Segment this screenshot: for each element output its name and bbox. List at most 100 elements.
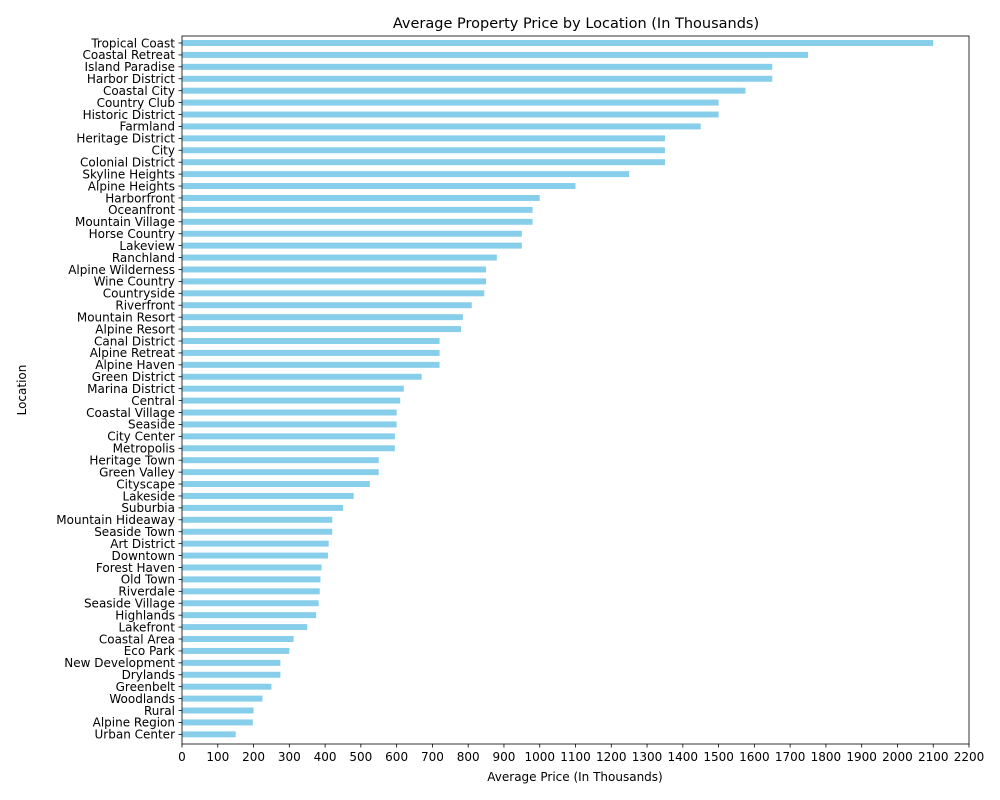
bar-cityscape: [182, 481, 370, 488]
y-tick-label: Metropolis: [113, 442, 175, 456]
y-tick-label: Ranchland: [112, 251, 175, 265]
y-tick-label: Heritage Town: [89, 454, 175, 468]
bar-canal-district: [182, 338, 440, 344]
plot-frame: [181, 35, 970, 745]
x-tick-label: 400: [314, 750, 337, 764]
y-tick-label: Woodlands: [109, 692, 175, 706]
y-tick-label: Heritage District: [76, 132, 175, 146]
bar-lakeview: [182, 242, 522, 249]
y-tick-label: Tropical Coast: [90, 36, 175, 50]
bar-seaside-village: [182, 600, 319, 607]
y-tick-label: Mountain Resort: [77, 310, 175, 324]
x-tick-label: 1000: [524, 750, 555, 764]
y-tick-label: Historic District: [83, 108, 176, 122]
bar-city-center: [182, 433, 395, 440]
y-tick-label: Riverdale: [118, 585, 175, 599]
bar-woodlands: [182, 695, 263, 702]
x-tick-label: 0: [178, 750, 186, 764]
y-tick-label: Alpine Region: [93, 716, 175, 730]
bar-new-development: [182, 659, 281, 666]
bar-greenbelt: [182, 683, 272, 690]
bar-farmland: [182, 123, 701, 130]
bar-alpine-retreat: [182, 349, 440, 356]
y-tick-label: Country Club: [97, 96, 175, 110]
y-tick-label: Suburbia: [121, 501, 175, 515]
bar-suburbia: [182, 504, 343, 511]
y-tick-label: New Development: [64, 656, 175, 670]
bar-alpine-haven: [182, 361, 440, 368]
y-tick-label: Mountain Hideaway: [56, 513, 175, 527]
y-tick-label: Green Valley: [99, 465, 175, 479]
y-tick-label: Farmland: [120, 120, 175, 134]
y-tick-label: Alpine Wilderness: [68, 263, 175, 277]
bar-harbor-district: [182, 75, 773, 82]
bar-drylands: [182, 671, 281, 678]
bar-harborfront: [182, 194, 540, 201]
bar-heritage-district: [182, 135, 665, 142]
y-tick-label: Cityscape: [116, 477, 175, 491]
y-tick-label: Harborfront: [105, 191, 175, 205]
bar-horse-country: [182, 230, 522, 237]
x-tick-label: 1800: [811, 750, 842, 764]
y-tick-label: Lakeview: [119, 239, 175, 253]
y-tick-label: Green District: [92, 370, 176, 384]
x-tick-label: 1200: [596, 750, 627, 764]
x-tick-label: 1700: [775, 750, 806, 764]
y-tick-label: Greenbelt: [116, 680, 176, 694]
x-tick-label: 1900: [846, 750, 877, 764]
y-tick-label: Coastal Retreat: [82, 48, 175, 62]
y-tick-label: Marina District: [87, 382, 175, 396]
chart-title: Average Property Price by Location (In T…: [393, 16, 759, 32]
y-tick-label: Central: [131, 394, 175, 408]
y-tick-label: Wine Country: [94, 275, 175, 289]
bar-seaside-town: [182, 528, 333, 535]
x-tick-label: 800: [457, 750, 480, 764]
bar-country-club: [182, 99, 719, 106]
bar-green-district: [182, 373, 422, 380]
y-tick-label: Old Town: [121, 573, 175, 587]
x-tick-label: 900: [492, 750, 515, 764]
x-axis-ticks: 0 100 200 300 400 500 600 700 800 900 1000 1100 1200…: [178, 744, 984, 764]
bar-marina-district: [182, 385, 404, 392]
x-tick-label: 600: [385, 750, 408, 764]
x-tick-label: 300: [278, 750, 301, 764]
bar-island-paradise: [182, 63, 773, 70]
y-tick-label: Oceanfront: [108, 203, 175, 217]
x-tick-label: 200: [242, 750, 265, 764]
y-tick-label: City: [151, 144, 175, 158]
bar-mountain-resort: [182, 314, 463, 321]
y-tick-label: Harbor District: [87, 72, 175, 86]
y-tick-label: Rural: [144, 704, 175, 718]
bar-wine-country: [182, 278, 487, 285]
bar-central: [182, 397, 401, 404]
x-tick-label: 700: [421, 750, 444, 764]
y-tick-label: Downtown: [112, 549, 175, 563]
bar-highlands: [182, 612, 317, 619]
bar-colonial-district: [182, 159, 665, 166]
bar-ranchland: [182, 254, 497, 261]
bar-mountain-village: [182, 218, 533, 225]
bar-lakeside: [182, 492, 354, 499]
y-tick-label: Seaside: [128, 418, 175, 432]
y-tick-label: Forest Haven: [96, 561, 175, 575]
y-tick-label: Alpine Resort: [95, 322, 175, 336]
bar-skyline-heights: [182, 171, 630, 178]
x-tick-label: 1600: [739, 750, 770, 764]
bar-alpine-region: [182, 719, 253, 726]
y-tick-label: Mountain Village: [75, 215, 175, 229]
bar-eco-park: [182, 647, 290, 654]
x-axis-title: Average Price (In Thousands): [487, 770, 662, 784]
y-tick-label: Riverfront: [115, 299, 175, 313]
bar-countryside: [182, 290, 485, 297]
y-tick-label: Countryside: [103, 287, 175, 301]
y-tick-label: Coastal City: [103, 84, 175, 98]
y-tick-label: Alpine Retreat: [90, 346, 176, 360]
y-tick-label: Coastal Area: [99, 632, 175, 646]
y-tick-label: Highlands: [115, 608, 175, 622]
x-tick-label: 500: [349, 750, 372, 764]
x-tick-label: 2100: [918, 750, 949, 764]
x-tick-label: 1100: [560, 750, 591, 764]
y-tick-label: Island Paradise: [85, 60, 175, 74]
bar-green-valley: [182, 469, 379, 476]
